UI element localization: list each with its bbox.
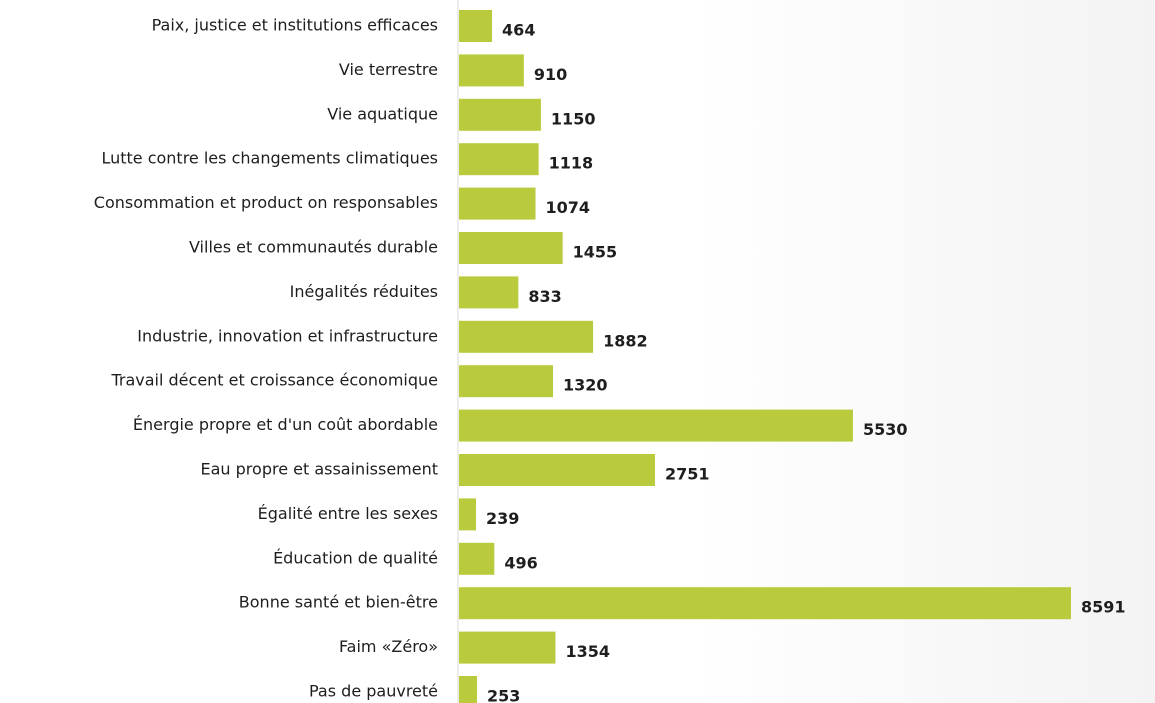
value-label: 1320 [563,376,608,395]
bar [459,10,493,42]
value-label: 1455 [573,243,618,262]
bar [459,631,556,664]
category-label: Paix, justice et institutions efficaces [152,16,438,35]
value-label: 464 [502,21,535,40]
bar [459,542,495,575]
category-label: Égalité entre les sexes [258,504,438,523]
category-label: Éducation de qualité [273,548,438,567]
bar [459,498,477,531]
bar [459,98,541,131]
value-label: 910 [534,65,567,84]
bar [459,276,519,309]
bar [459,143,539,176]
bar [459,676,478,703]
category-label: Vie aquatique [327,104,438,123]
category-label: Vie terrestre [339,60,438,79]
category-label: Énergie propre et d'un coût abordable [133,415,438,434]
category-label: Consommation et product on responsables [94,193,438,212]
bar [459,320,594,353]
value-label: 1882 [603,331,648,350]
bar [459,587,1071,620]
category-label: Industrie, innovation et infrastructure [137,326,438,345]
value-label: 5530 [863,420,908,439]
category-label: Villes et communautés durable [189,238,438,257]
category-label: Bonne santé et bien-être [239,593,438,612]
bar [459,187,536,220]
category-label: Inégalités réduites [290,282,438,301]
bar [459,232,563,264]
value-label: 833 [528,287,561,306]
value-label: 239 [486,509,519,528]
category-label: Lutte contre les changements climatiques [101,149,438,168]
value-label: 1354 [565,642,610,661]
category-label: Eau propre et assainissement [201,460,439,479]
value-label: 1150 [551,109,596,128]
bar [459,454,655,486]
value-label: 2751 [665,465,710,484]
bar [459,409,853,442]
value-label: 1118 [549,154,594,173]
value-label: 496 [504,553,537,572]
value-label: 1074 [546,198,591,217]
value-label: 8591 [1081,598,1126,617]
category-label: Pas de pauvreté [309,682,438,701]
category-label: Faim «Zéro» [339,637,438,656]
value-label: 253 [487,687,520,703]
bar [459,365,554,398]
bar [459,54,524,87]
category-label: Travail décent et croissance économique [110,371,438,390]
